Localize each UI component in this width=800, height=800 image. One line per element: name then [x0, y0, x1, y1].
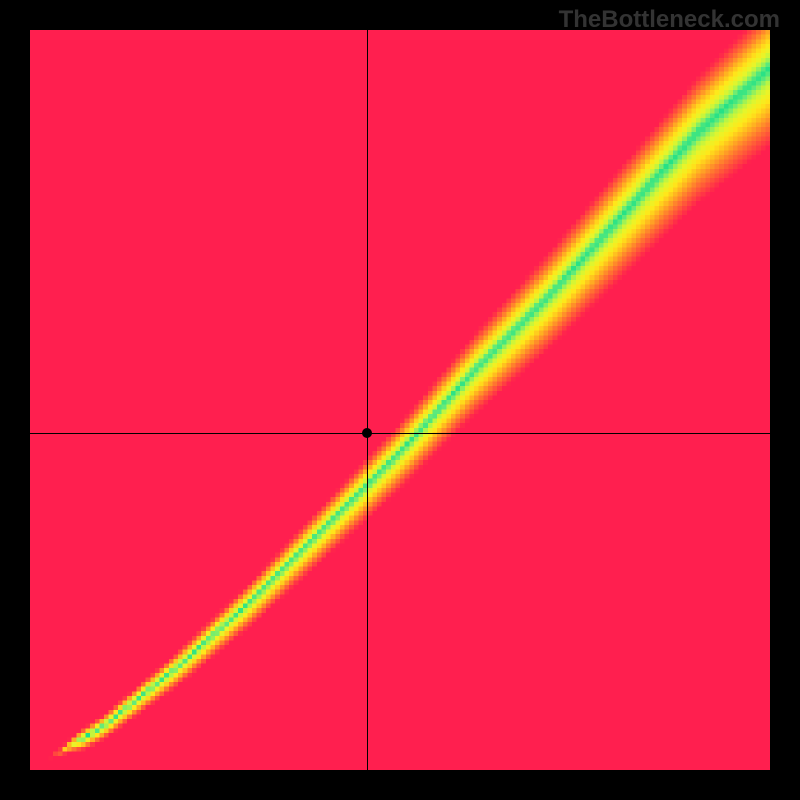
- heatmap-plot-area: [30, 30, 770, 770]
- crosshair-horizontal-line: [30, 433, 770, 434]
- watermark-text: TheBottleneck.com: [559, 6, 780, 34]
- crosshair-marker-dot: [362, 428, 372, 438]
- crosshair-vertical-line: [367, 30, 368, 770]
- heatmap-canvas: [30, 30, 770, 770]
